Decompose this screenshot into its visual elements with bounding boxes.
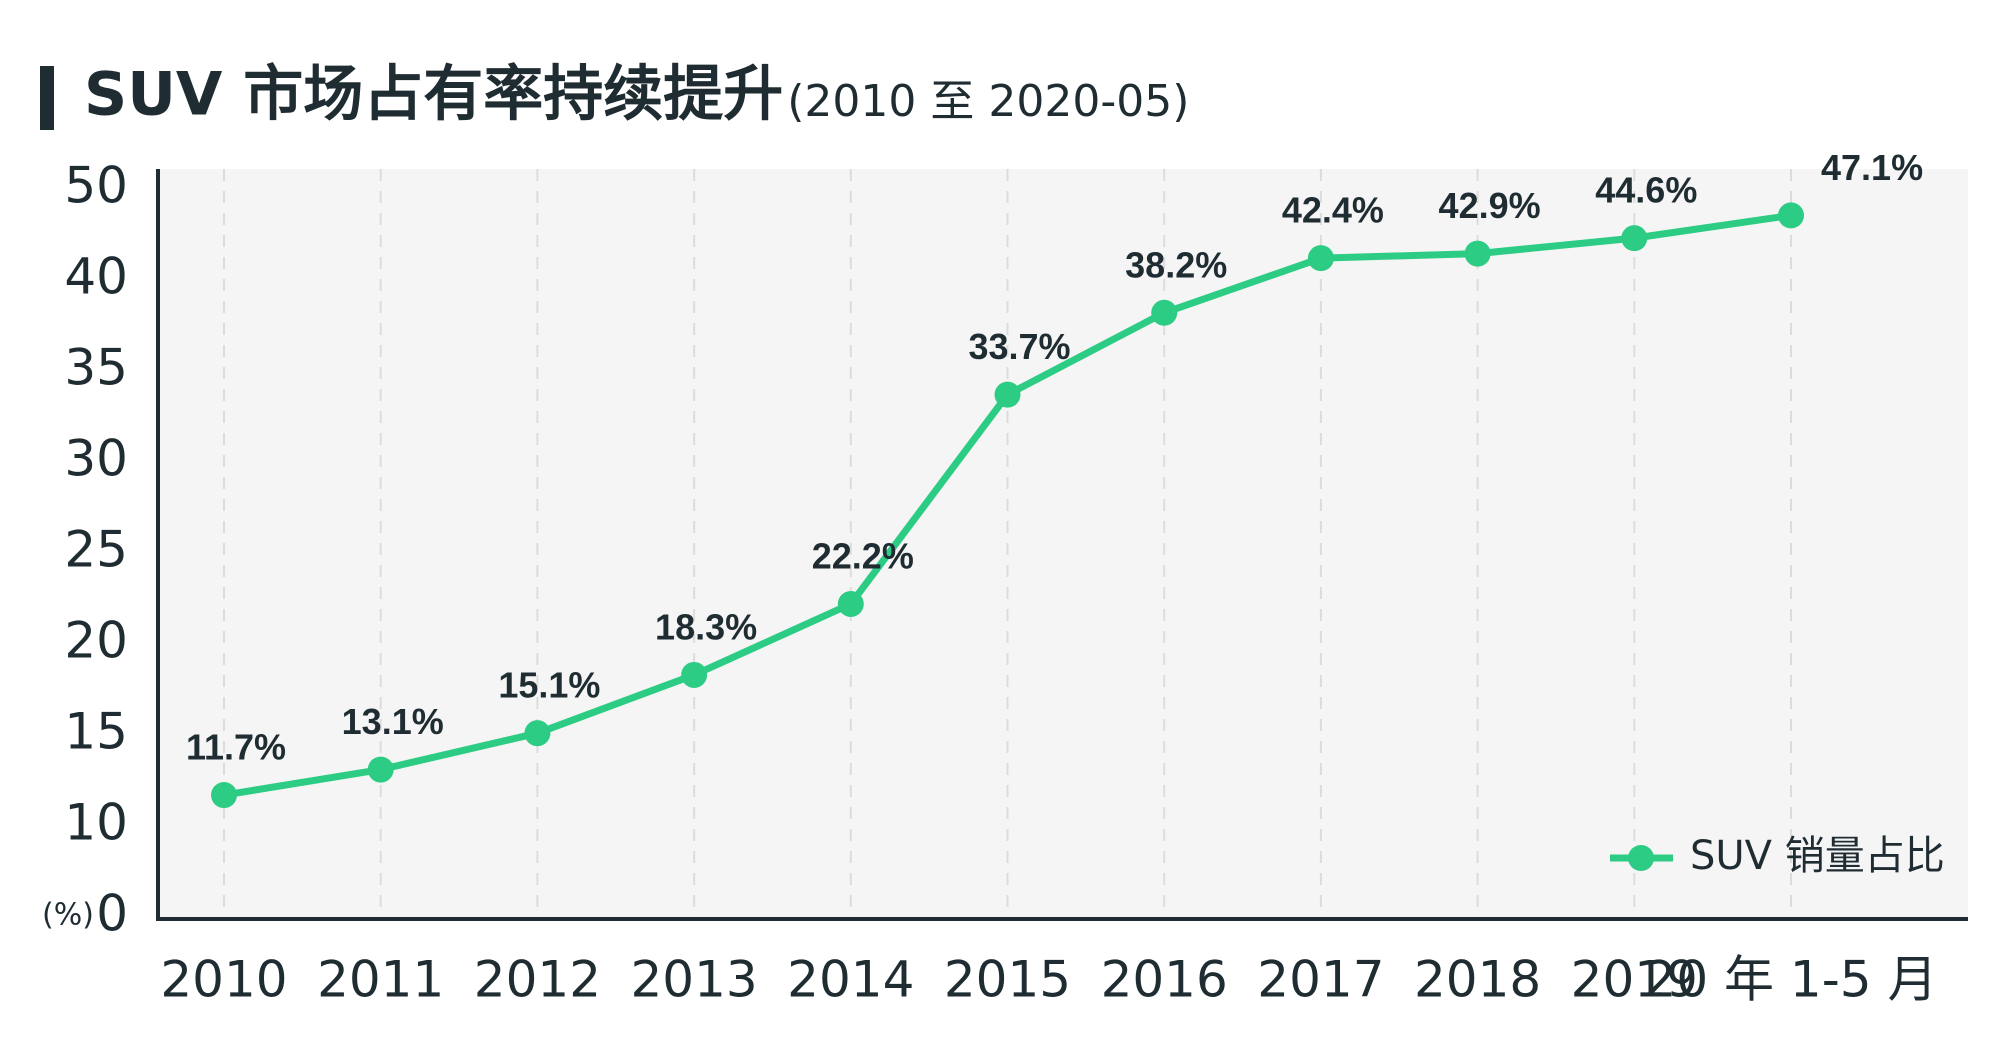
legend-marker [1628,845,1654,871]
point [1621,225,1648,252]
x-tick-label: 2019 [1571,951,1698,1009]
y-tick-label: 35 [64,339,128,397]
point [524,720,551,747]
data-label: 18.3% [655,606,757,647]
y-tick-label: 20 [64,612,128,670]
data-label: 47.1% [1821,147,1923,188]
point [1151,299,1178,326]
x-tick-label: 2016 [1101,951,1228,1009]
data-label: 42.4% [1282,190,1384,231]
point [837,590,864,617]
point [1307,245,1334,272]
point [367,756,394,783]
point [994,381,1021,408]
data-label: 42.9% [1439,185,1541,226]
data-label: 11.7% [186,727,286,768]
y-tick-label: 40 [64,248,128,306]
x-tick-label: 2018 [1414,951,1541,1009]
point [681,661,708,688]
x-tick-label: 2012 [474,951,601,1009]
data-label: 44.6% [1595,170,1697,211]
y-tick-label: 0 [96,885,128,943]
plot-area [158,169,1968,919]
point [1464,240,1491,267]
point [1778,202,1804,229]
data-label: 38.2% [1125,244,1227,285]
data-label: 22.2% [812,535,914,576]
x-tick-label: 20 年 1-5 月 [1645,951,1938,1009]
y-axis-label: (%) [42,898,94,933]
y-tick-label: 15 [64,703,128,761]
chart-subtitle: (2010 至 2020-05) [787,76,1189,127]
chart-title: SUV 市场占有率持续提升 [84,60,783,130]
x-tick-label: 2013 [630,951,757,1009]
x-tick-label: 2011 [317,951,444,1009]
y-tick-label: 50 [64,157,128,215]
x-tick-label: 2015 [944,951,1071,1009]
x-tick-label: 2014 [787,951,914,1009]
data-label: 13.1% [342,701,444,742]
y-tick-label: 25 [64,521,128,579]
x-tick-label: 2010 [160,951,287,1009]
data-label: 15.1% [498,665,600,706]
legend-label: SUV 销量占比 [1690,833,1945,879]
y-tick-label: 30 [64,430,128,488]
x-tick-label: 2017 [1257,951,1384,1009]
title-bar [40,66,54,130]
point [211,782,237,809]
y-tick-label: 10 [64,794,128,852]
data-label: 33.7% [968,326,1070,367]
